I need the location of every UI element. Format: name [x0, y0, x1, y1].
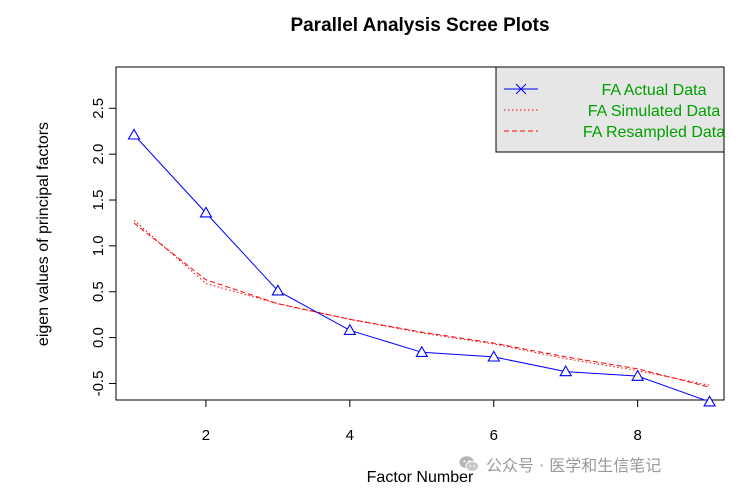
data-point-marker [559, 364, 573, 377]
x-tick-label: 2 [202, 427, 210, 444]
y-axis-label: eigen values of principal factors [35, 122, 52, 346]
legend-label-0: FA Actual Data [602, 82, 707, 99]
legend-cross-mark [515, 83, 527, 95]
legend-box [495, 66, 725, 153]
x-tick-label: 8 [633, 427, 641, 444]
data-point-marker [199, 206, 213, 218]
legend: FA Actual Data FA Simulated Data FA Resamp… [495, 66, 725, 153]
data-point-marker [343, 323, 357, 335]
x-tick-label: 6 [490, 427, 498, 444]
y-tick-label: 2.5 [90, 98, 107, 119]
y-tick-label: -0.5 [90, 371, 107, 397]
data-point-marker [271, 284, 285, 296]
series-line-1 [133, 219, 710, 386]
data-point-marker [631, 369, 645, 381]
chart-title: Parallel Analysis Scree Plots [290, 15, 549, 36]
series-layer [127, 128, 717, 407]
series-line-2 [133, 222, 710, 388]
y-tick-label: 0.0 [90, 327, 107, 348]
y-axis: -0.5 0.0 0.5 1.0 1.5 2.0 2.5 [90, 98, 117, 397]
y-tick-label: 1.0 [90, 235, 107, 256]
x-tick-label: 4 [346, 427, 354, 444]
data-point-marker [127, 128, 141, 140]
series-line-0 [133, 134, 707, 400]
data-point-marker [415, 345, 429, 357]
x-axis: 2 4 6 8 [202, 399, 642, 444]
y-tick-label: 2.0 [90, 144, 107, 165]
data-point-marker [487, 350, 501, 362]
wechat-icon [459, 456, 480, 472]
watermark-text: 公众号 · 医学和生信笔记 [486, 456, 662, 475]
watermark: 公众号 · 医学和生信笔记 [458, 452, 661, 476]
x-axis-label: Factor Number [367, 469, 474, 486]
legend-label-1: FA Simulated Data [588, 103, 721, 120]
data-point-marker [703, 395, 717, 407]
y-tick-label: 0.5 [90, 281, 107, 302]
y-tick-label: 1.5 [90, 190, 107, 211]
legend-label-2: FA Resampled Data [583, 124, 725, 141]
